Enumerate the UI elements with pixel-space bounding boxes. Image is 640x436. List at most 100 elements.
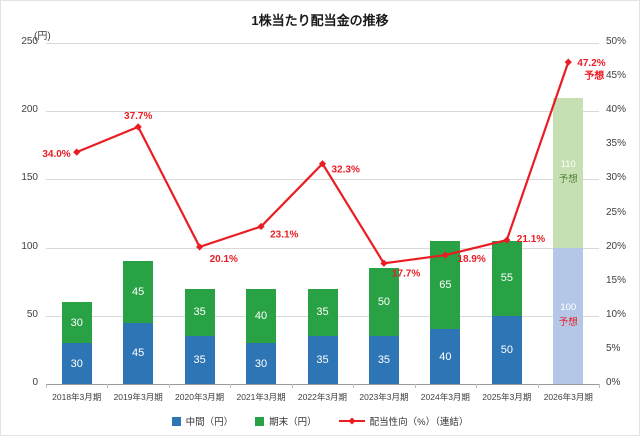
bar-segment-interim	[61, 343, 92, 384]
y-axis-tick-right: 15%	[606, 274, 627, 286]
x-axis-line	[46, 384, 599, 385]
x-axis-label: 2022年3月期	[297, 392, 348, 402]
y-axis-tick-right: 40%	[606, 104, 627, 116]
legend: 中間（円） 期末（円） 配当性向（%）（連結）	[1, 414, 639, 428]
y-axis-tick-left: 250	[21, 36, 38, 47]
bar-value-label: 30	[254, 357, 268, 370]
bar-value-label: 35	[193, 306, 206, 319]
x-axis-label: 2019年3月期	[113, 392, 163, 402]
bar-segment-interim	[246, 343, 277, 384]
x-axis-tickmark	[414, 384, 416, 388]
line-marker	[318, 160, 327, 168]
bar-value-label: 30	[70, 357, 83, 370]
bar-value-label: 30	[70, 316, 83, 329]
y-axis-tick-right: 0%	[606, 377, 621, 388]
legend-label: 期末（円）	[269, 417, 317, 428]
x-axis-label: 2024年3月期	[420, 392, 470, 402]
legend-label: 中間（円）	[185, 417, 234, 428]
line-value-label: 32.3%	[332, 165, 360, 176]
legend-swatch-square	[171, 416, 181, 426]
legend-swatch-line-marker	[338, 417, 365, 425]
y-axis-tick-right: 30%	[606, 172, 627, 184]
line-value-label: 47.2%	[577, 58, 605, 69]
bar-segment-interim	[553, 247, 584, 384]
legend-label: 配当性向（%）（連結）	[369, 417, 469, 428]
x-axis-label: 2018年3月期	[52, 392, 102, 402]
left-axis-unit: (円)	[34, 31, 51, 42]
bar-value-label: 100	[560, 301, 577, 313]
legend-item: 期末（円）	[255, 414, 317, 428]
line-value-label: 23.1%	[270, 230, 298, 241]
bar-segment-yearend	[184, 288, 215, 337]
x-axis-tickmark	[46, 384, 47, 388]
bar-segment-yearend	[246, 288, 277, 344]
bar-value-label: 50	[500, 343, 513, 356]
x-axis-tickmark	[168, 384, 170, 388]
x-axis-tickmark	[291, 384, 293, 388]
bar-value-label: 35	[377, 354, 391, 367]
y-axis-tick-right: 45%	[606, 70, 627, 82]
y-axis-tick-left: 50	[26, 308, 38, 320]
x-axis-tickmark	[107, 384, 109, 388]
y-axis-tick-right: 35%	[606, 138, 627, 150]
x-axis-label: 2021年3月期	[236, 392, 286, 402]
x-axis-label: 2025年3月期	[482, 392, 532, 402]
line-value-label: 37.7%	[124, 111, 152, 122]
line-marker	[73, 148, 81, 156]
y-axis-tick-left: 100	[21, 240, 38, 252]
bar-value-label: 55	[500, 272, 513, 285]
x-axis-tickmark	[476, 384, 478, 388]
bar-segment-interim	[184, 336, 215, 384]
line-marker	[564, 58, 572, 66]
bar-segment-interim	[307, 336, 338, 384]
y-axis-tick-right: 50%	[606, 36, 627, 47]
y-axis-tick-left: 150	[21, 172, 38, 184]
line-value-label: 20.1%	[210, 254, 238, 265]
y-axis-tick-left: 0	[32, 377, 38, 388]
bar-segment-interim	[491, 315, 522, 384]
line-forecast-label: 予想	[584, 69, 604, 82]
bar-value-label: 110	[560, 158, 576, 170]
x-axis-label: 2023年3月期	[359, 392, 409, 402]
x-axis-label: 2020年3月期	[175, 392, 225, 402]
bar-value-label: 45	[132, 285, 145, 298]
bar-segment-interim	[368, 336, 399, 384]
legend-item: 配当性向（%）（連結）	[338, 414, 469, 428]
grid-line	[46, 43, 599, 44]
y-axis-tick-right: 20%	[606, 240, 627, 252]
x-axis-label: 2026年3月期	[543, 392, 593, 402]
bar-segment-interim	[430, 329, 461, 384]
bar-value-label: 50	[377, 296, 391, 309]
y-axis-tick-left: 200	[21, 104, 38, 116]
chart-title: 1株当たり配当金の推移	[251, 13, 389, 28]
legend-swatch-square	[255, 416, 265, 426]
bar-segment-yearend	[553, 97, 584, 248]
bar-value-label: 40	[439, 350, 452, 363]
bar-segment-yearend	[368, 268, 399, 337]
bar-value-label: 35	[316, 354, 329, 367]
bar-segment-yearend	[307, 288, 338, 337]
x-axis-tickmark	[230, 384, 232, 388]
x-axis-tickmark	[353, 384, 355, 388]
bar-value-label: 40	[254, 309, 268, 322]
x-axis-tickmark	[537, 384, 539, 388]
y-axis-tick-right: 10%	[606, 308, 627, 320]
bar-value-label: 35	[193, 354, 206, 367]
grid-line	[46, 111, 599, 113]
line-value-label: 18.9%	[457, 254, 485, 265]
y-axis-tick-right: 25%	[606, 206, 627, 218]
bar-value-label: 35	[316, 306, 329, 319]
grid-line	[46, 179, 599, 181]
legend-item: 中間（円）	[171, 414, 234, 428]
line-marker	[257, 222, 265, 231]
bar-segment-yearend	[61, 302, 92, 344]
payout-ratio-line	[76, 61, 570, 265]
bar-segment-interim	[123, 322, 154, 384]
line-marker	[134, 123, 142, 131]
line-value-label: 34.0%	[42, 149, 70, 160]
x-axis-tickmark	[599, 384, 600, 388]
line-marker	[380, 259, 388, 267]
bar-segment-yearend	[123, 261, 154, 323]
forecast-label: 予想	[558, 173, 578, 185]
